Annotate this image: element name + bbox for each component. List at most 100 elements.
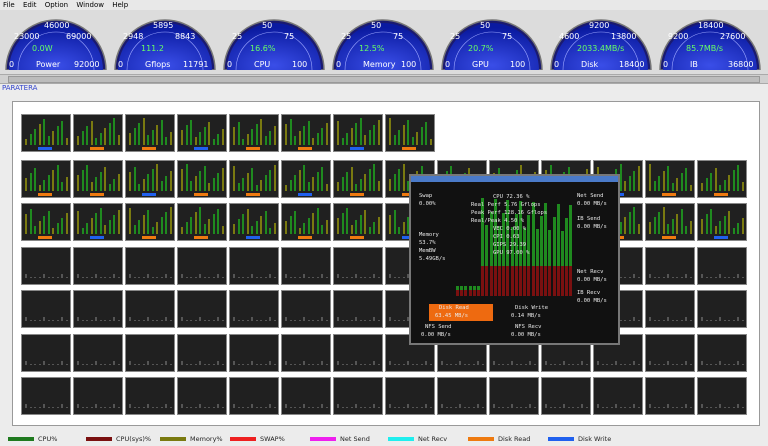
node-cell[interactable]	[73, 290, 123, 328]
node-cell[interactable]	[229, 114, 279, 152]
node-cell[interactable]	[177, 247, 227, 285]
node-cell[interactable]	[333, 290, 383, 328]
node-cell[interactable]	[229, 247, 279, 285]
node-cell[interactable]	[697, 160, 747, 198]
cpu-bar	[572, 364, 574, 365]
menu-window[interactable]: Window	[76, 1, 104, 9]
node-cell[interactable]	[697, 247, 747, 285]
scrollbar-thumb[interactable]	[8, 76, 760, 83]
node-cell[interactable]	[177, 203, 227, 241]
cpu-bar	[113, 118, 115, 145]
node-cell[interactable]	[125, 290, 175, 328]
node-cell[interactable]	[21, 203, 71, 241]
node-cell[interactable]	[21, 377, 71, 415]
node-cell[interactable]	[229, 290, 279, 328]
node-cell[interactable]	[281, 203, 331, 241]
node-cell[interactable]	[177, 290, 227, 328]
node-cell[interactable]	[281, 334, 331, 372]
node-cell[interactable]	[125, 247, 175, 285]
node-cell[interactable]	[333, 247, 383, 285]
node-cell[interactable]	[645, 247, 695, 285]
node-cell[interactable]	[333, 160, 383, 198]
node-cell[interactable]	[21, 334, 71, 372]
node-cell[interactable]	[541, 377, 591, 415]
node-cell[interactable]	[21, 114, 71, 152]
node-cell[interactable]	[229, 334, 279, 372]
horizontal-scrollbar[interactable]	[0, 74, 768, 84]
node-cell[interactable]	[229, 377, 279, 415]
cpu-bar	[203, 364, 206, 365]
node-cell[interactable]	[333, 114, 383, 152]
cpu-bar	[147, 135, 149, 145]
node-cell[interactable]	[645, 290, 695, 328]
node-cell[interactable]	[437, 377, 487, 415]
menu-file[interactable]: File	[3, 1, 15, 9]
node-cell[interactable]	[229, 160, 279, 198]
node-cell[interactable]	[281, 247, 331, 285]
cpu-bar	[246, 407, 249, 408]
legend-label: CPU(sys)%	[116, 435, 152, 443]
node-cell[interactable]	[697, 290, 747, 328]
gauge-max: 36800	[728, 60, 754, 69]
node-cell[interactable]	[73, 334, 123, 372]
gauge-dial	[223, 19, 325, 70]
node-cell[interactable]	[229, 203, 279, 241]
cpu-bar	[554, 407, 556, 408]
node-cell[interactable]	[333, 377, 383, 415]
menu-option[interactable]: Option	[44, 1, 69, 9]
node-cell[interactable]	[21, 160, 71, 198]
node-cell[interactable]	[177, 114, 227, 152]
node-cell[interactable]	[125, 203, 175, 241]
node-cell[interactable]	[697, 334, 747, 372]
menu-help[interactable]: Help	[112, 1, 129, 9]
node-cell[interactable]	[333, 203, 383, 241]
node-cell[interactable]	[281, 160, 331, 198]
node-cell[interactable]	[645, 203, 695, 241]
node-cell[interactable]	[73, 160, 123, 198]
node-cell[interactable]	[645, 160, 695, 198]
cpu-bar	[86, 364, 88, 365]
cpu-bar	[389, 118, 391, 145]
node-cell[interactable]	[125, 377, 175, 415]
cpu-bar	[47, 407, 50, 408]
node-cell[interactable]	[73, 377, 123, 415]
cpu-bar	[86, 407, 88, 408]
cpu-bar	[113, 317, 115, 321]
node-cell[interactable]	[125, 334, 175, 372]
node-cell[interactable]	[125, 114, 175, 152]
cpu-bar	[151, 320, 154, 321]
node-cell[interactable]	[281, 377, 331, 415]
node-cell[interactable]	[125, 160, 175, 198]
node-cell[interactable]	[177, 377, 227, 415]
node-cell[interactable]	[281, 290, 331, 328]
node-cell[interactable]	[21, 290, 71, 328]
node-cell[interactable]	[177, 160, 227, 198]
node-cell[interactable]	[645, 334, 695, 372]
history-sys-bar	[468, 290, 472, 296]
node-cell[interactable]	[489, 377, 539, 415]
node-cell[interactable]	[73, 203, 123, 241]
node-cell[interactable]	[73, 247, 123, 285]
node-cell[interactable]	[281, 114, 331, 152]
node-cell[interactable]	[697, 377, 747, 415]
cpu-bar	[77, 175, 79, 191]
node-cell[interactable]	[385, 114, 435, 152]
node-cell[interactable]	[385, 377, 435, 415]
node-cell[interactable]	[645, 377, 695, 415]
cpu-bar	[411, 364, 414, 365]
node-cell[interactable]	[177, 334, 227, 372]
node-cell[interactable]	[73, 114, 123, 152]
node-cell[interactable]	[697, 203, 747, 241]
cpu-bar	[732, 407, 735, 408]
popup-titlebar[interactable]	[411, 176, 618, 182]
node-cell[interactable]	[593, 377, 643, 415]
cpu-bar	[350, 167, 353, 191]
node-cell[interactable]	[333, 334, 383, 372]
cpu-bar	[99, 364, 102, 365]
legend-swatch	[8, 437, 34, 441]
cpu-bar	[701, 274, 703, 278]
cpu-bar	[303, 126, 305, 145]
menu-edit[interactable]: Edit	[22, 1, 37, 9]
cpu-bar	[741, 182, 744, 191]
node-cell[interactable]	[21, 247, 71, 285]
